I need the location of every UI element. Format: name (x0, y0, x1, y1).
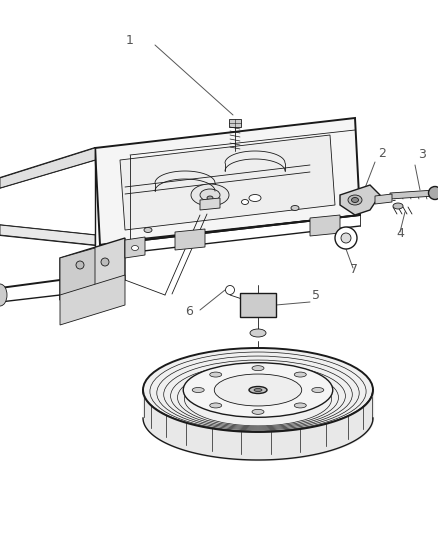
Ellipse shape (0, 284, 7, 306)
Ellipse shape (249, 195, 261, 201)
Ellipse shape (341, 233, 351, 243)
Polygon shape (246, 367, 270, 377)
Ellipse shape (352, 198, 358, 203)
Ellipse shape (291, 206, 299, 211)
Polygon shape (175, 229, 205, 250)
Polygon shape (390, 190, 435, 199)
Ellipse shape (348, 195, 362, 205)
Ellipse shape (101, 258, 109, 266)
Ellipse shape (214, 374, 302, 406)
Ellipse shape (131, 246, 138, 251)
Ellipse shape (312, 387, 324, 392)
Polygon shape (310, 215, 340, 236)
Ellipse shape (250, 329, 266, 337)
Polygon shape (120, 135, 335, 230)
Text: 7: 7 (350, 263, 358, 276)
Ellipse shape (144, 228, 152, 232)
Polygon shape (125, 237, 145, 258)
Polygon shape (60, 248, 95, 300)
Polygon shape (95, 118, 360, 245)
Text: 4: 4 (396, 227, 404, 240)
Ellipse shape (183, 362, 333, 417)
Polygon shape (240, 293, 276, 317)
Polygon shape (340, 185, 380, 215)
Ellipse shape (226, 286, 234, 295)
Ellipse shape (252, 409, 264, 414)
Text: 1: 1 (126, 34, 134, 46)
Ellipse shape (335, 227, 357, 249)
Ellipse shape (254, 389, 262, 392)
Polygon shape (60, 275, 125, 325)
Ellipse shape (207, 196, 213, 200)
Ellipse shape (393, 203, 403, 209)
Polygon shape (0, 225, 95, 245)
Ellipse shape (192, 387, 204, 392)
Ellipse shape (252, 366, 264, 370)
Polygon shape (0, 148, 95, 188)
Polygon shape (229, 119, 241, 127)
Text: 2: 2 (378, 147, 386, 160)
Ellipse shape (428, 187, 438, 199)
Ellipse shape (200, 189, 220, 201)
Ellipse shape (191, 184, 229, 206)
Ellipse shape (76, 261, 84, 269)
Polygon shape (200, 198, 220, 210)
Ellipse shape (249, 386, 267, 393)
Polygon shape (60, 238, 125, 300)
Text: 6: 6 (185, 305, 193, 318)
Text: 5: 5 (312, 289, 320, 302)
Ellipse shape (241, 199, 248, 205)
Ellipse shape (143, 348, 373, 432)
Ellipse shape (210, 403, 222, 408)
Ellipse shape (210, 372, 222, 377)
Polygon shape (375, 194, 392, 204)
Ellipse shape (294, 403, 306, 408)
Text: 3: 3 (418, 148, 426, 161)
Ellipse shape (294, 372, 306, 377)
